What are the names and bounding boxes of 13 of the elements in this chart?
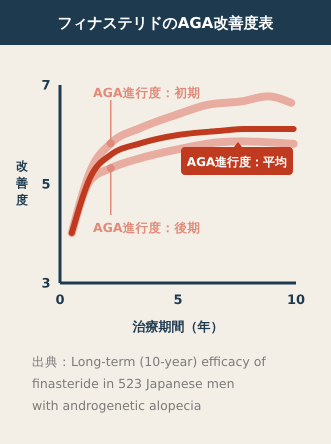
chart-title: フィナステリドのAGA改善度表 [58, 14, 274, 32]
y-tick-label: 5 [41, 178, 51, 193]
y-tick-label: 7 [41, 78, 51, 94]
x-axis-title: 治療期間（年） [132, 319, 224, 335]
x-tick-label: 5 [173, 293, 183, 308]
x-tick-label: 0 [55, 293, 65, 308]
series-label: AGA進行度：初期 [93, 85, 201, 100]
source-note: 出典：Long-term (10-year) efficacy of finasteride in 523 Japanese men with androgenetic alopecia [32, 354, 266, 413]
x-tick-label: 10 [286, 293, 306, 308]
series-label: AGA進行度：後期 [93, 220, 201, 235]
y-tick-label: 3 [41, 276, 51, 292]
y-axis-title: 改善度 [15, 159, 29, 207]
series-label: AGA進行度：平均 [186, 155, 288, 169]
